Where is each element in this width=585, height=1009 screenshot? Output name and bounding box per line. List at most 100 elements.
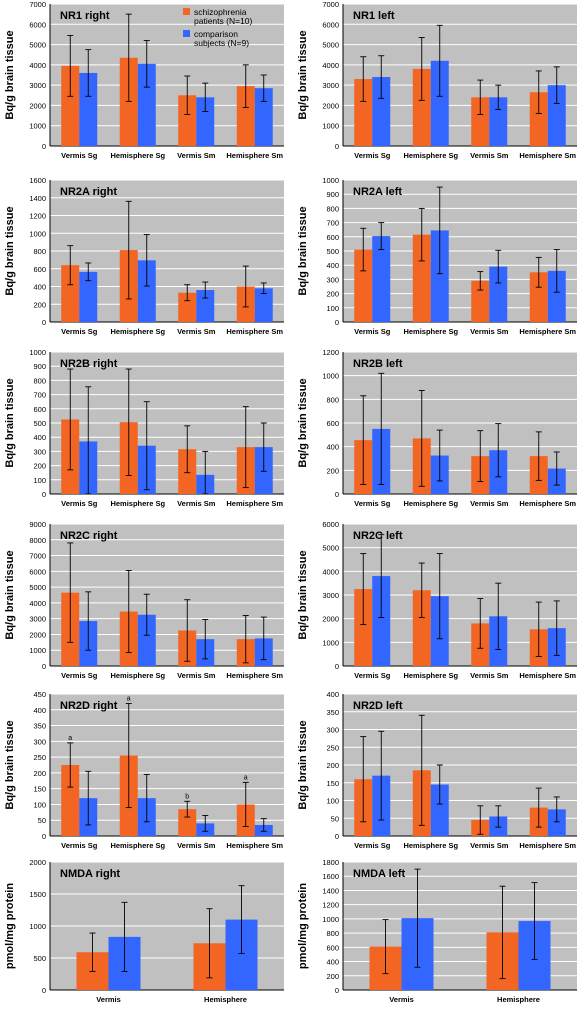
- y-tick-label: 3000: [29, 81, 46, 90]
- y-axis-label: Bq/g brain tissue: [297, 378, 309, 467]
- y-tick-label: 800: [326, 929, 339, 938]
- y-tick-label: 700: [326, 219, 339, 228]
- error-bar: [67, 368, 74, 471]
- y-tick-label: 1000: [29, 229, 46, 238]
- error-bar: [202, 450, 209, 495]
- chart-panel-9: 0 50 100 150 200 250 300 350 400 Bq/g brain tissu…: [297, 690, 577, 850]
- bar: [137, 260, 156, 322]
- y-tick-label: 1200: [322, 901, 339, 910]
- y-tick-label: 1000: [322, 638, 339, 647]
- y-tick-label: 450: [33, 690, 46, 699]
- x-tick-label: Hemisphere Sg: [403, 499, 458, 508]
- y-tick-label: 6000: [29, 20, 46, 29]
- error-bar: [67, 34, 74, 97]
- x-tick-label: Hemisphere: [497, 995, 540, 1004]
- chart-panel-8: 0 50 100 150 200 250 300 350 400 450 Bq/g brain ti…: [4, 690, 284, 850]
- y-tick-label: 200: [326, 761, 339, 770]
- bar: [61, 765, 80, 836]
- bar: [354, 249, 373, 322]
- y-tick-label: 0: [42, 986, 46, 995]
- x-tick-label: Hemisphere: [204, 995, 247, 1004]
- y-tick-label: 0: [335, 662, 339, 671]
- bar: [354, 589, 373, 666]
- y-tick-label: 2000: [29, 101, 46, 110]
- y-tick-label: 800: [33, 376, 46, 385]
- x-tick-label: Hemisphere Sm: [226, 499, 283, 508]
- bar: [178, 292, 197, 322]
- x-tick-label: Vermis Sg: [354, 327, 391, 336]
- error-bar: [85, 591, 92, 651]
- error-bar: [184, 284, 191, 302]
- y-tick-label: 400: [33, 433, 46, 442]
- error-bar: [535, 70, 542, 114]
- x-tick-label: Hemisphere Sm: [226, 151, 283, 160]
- chart-panel-5: 0 200 400 600 800 1000 1200 Bq/g brain tissue NR…: [297, 348, 577, 508]
- error-bar: [553, 796, 560, 823]
- error-bar: [418, 714, 425, 826]
- error-bar: [418, 37, 425, 101]
- y-tick-label: 800: [33, 247, 46, 256]
- y-tick-label: 0: [42, 318, 46, 327]
- y-tick-label: 1000: [29, 122, 46, 131]
- y-tick-label: 1200: [322, 348, 339, 357]
- error-bar: [495, 805, 502, 828]
- y-tick-label: 3000: [322, 81, 339, 90]
- chart-panel-7: 0 1000 2000 3000 4000 5000 6000 Bq/g brain tiss…: [297, 520, 577, 680]
- x-tick-label: Vermis Sg: [61, 671, 98, 680]
- y-tick-label: 4000: [29, 599, 46, 608]
- error-bar: [242, 406, 249, 489]
- y-tick-label: 350: [326, 708, 339, 717]
- chart-title: NR2C left: [353, 530, 403, 542]
- y-tick-label: 150: [33, 785, 46, 794]
- y-tick-label: 500: [33, 419, 46, 428]
- bar: [372, 236, 391, 322]
- bar: [254, 288, 273, 322]
- y-axis-label: Bq/g brain tissue: [4, 30, 16, 119]
- error-bar: [242, 781, 249, 827]
- bar: [412, 590, 431, 666]
- x-tick-label: Hemisphere Sg: [403, 327, 458, 336]
- error-bar: [184, 425, 191, 474]
- error-bar: [553, 600, 560, 656]
- y-tick-label: 700: [33, 391, 46, 400]
- error-bar: [378, 55, 385, 99]
- error-bar: [436, 553, 443, 640]
- bar: [489, 97, 508, 146]
- y-tick-label: 0: [42, 832, 46, 841]
- legend-label: comparison: [194, 29, 238, 39]
- bar: [489, 266, 508, 322]
- y-axis-label: Bq/g brain tissue: [297, 206, 309, 295]
- y-tick-label: 2000: [322, 101, 339, 110]
- chart-title: NR2D left: [353, 700, 403, 712]
- error-bar: [360, 227, 367, 272]
- x-tick-label: Hemisphere Sg: [110, 327, 165, 336]
- bar: [236, 86, 255, 146]
- y-tick-label: 600: [326, 943, 339, 952]
- bar: [430, 230, 449, 322]
- error-bar: [553, 249, 560, 293]
- y-tick-label: 9000: [29, 520, 46, 529]
- error-bar: [477, 430, 484, 483]
- error-bar: [414, 868, 421, 968]
- x-tick-label: Hemisphere Sg: [110, 151, 165, 160]
- error-bar: [206, 908, 213, 979]
- y-tick-label: 50: [38, 816, 46, 825]
- y-tick-label: 400: [33, 283, 46, 292]
- error-bar: [495, 249, 502, 284]
- error-bar: [418, 207, 425, 262]
- error-bar: [143, 234, 150, 287]
- y-tick-label: 100: [33, 800, 46, 809]
- y-tick-label: 3000: [322, 591, 339, 600]
- bar: [178, 809, 197, 836]
- chart-title: NR2B left: [353, 358, 403, 370]
- error-bar: [143, 774, 150, 823]
- error-bar: [202, 815, 209, 832]
- bar: [79, 271, 98, 322]
- y-tick-label: 400: [326, 958, 339, 967]
- error-bar: [436, 24, 443, 97]
- error-bar: [382, 919, 389, 975]
- chart-title: NR2C right: [60, 530, 118, 542]
- y-tick-label: 300: [33, 447, 46, 456]
- x-tick-label: Vermis Sm: [177, 327, 216, 336]
- x-tick-label: Vermis Sg: [354, 151, 391, 160]
